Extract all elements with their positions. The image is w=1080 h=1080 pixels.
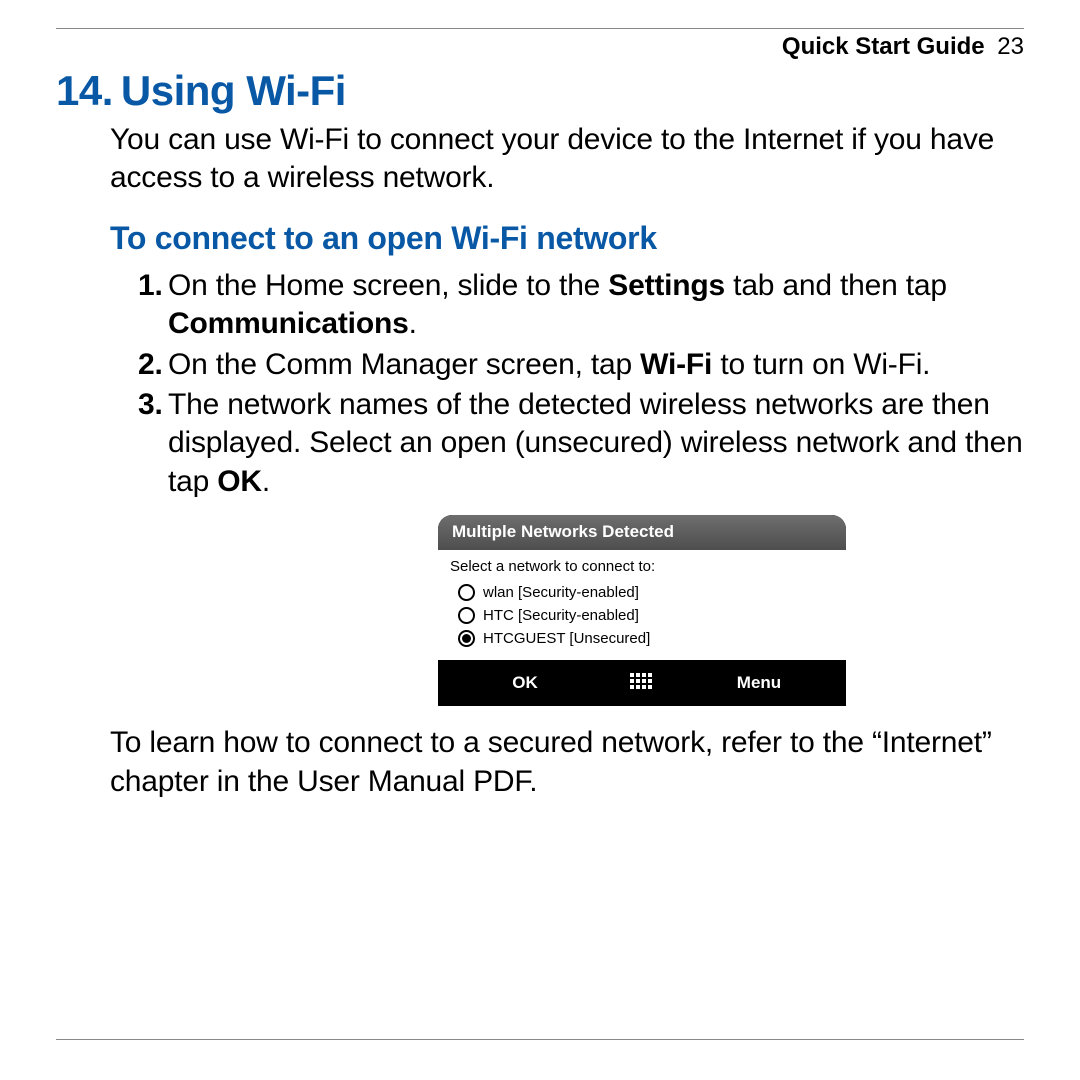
dialog-body: Select a network to connect to: wlan [Se… [438,550,846,660]
keyboard-icon [630,673,654,693]
section-heading: 14.Using Wi-Fi [56,67,1024,115]
dialog-prompt: Select a network to connect to: [450,558,834,575]
section-title: Using Wi-Fi [121,67,346,114]
radio-icon [458,607,475,624]
guide-title: Quick Start Guide [782,33,985,60]
step-text: On the Home screen, slide to the Setting… [168,269,947,340]
network-option[interactable]: HTCGUEST [Unsecured] [450,627,834,650]
step-1: 1. On the Home screen, slide to the Sett… [138,267,1024,344]
network-label: wlan [Security-enabled] [483,584,639,601]
steps-list: 1. On the Home screen, slide to the Sett… [56,267,1024,501]
step-marker: 2. [138,346,163,384]
step-2: 2. On the Comm Manager screen, tap Wi-Fi… [138,346,1024,384]
section-number: 14. [56,67,113,114]
network-label: HTC [Security-enabled] [483,607,639,624]
radio-icon [458,630,475,647]
page-number: 23 [997,33,1024,60]
step-text: The network names of the detected wirele… [168,388,1023,498]
step-marker: 3. [138,386,163,424]
subsection-heading: To connect to an open Wi-Fi network [56,220,1024,257]
network-option[interactable]: wlan [Security-enabled] [450,581,834,604]
keyboard-button[interactable] [612,673,672,693]
network-label: HTCGUEST [Unsecured] [483,630,650,647]
dialog-figure: Multiple Networks Detected Select a netw… [326,515,1024,706]
menu-button[interactable]: Menu [672,673,846,693]
step-text: On the Comm Manager screen, tap Wi-Fi to… [168,348,930,381]
dialog-footer: OK Menu [438,660,846,706]
intro-paragraph: You can use Wi-Fi to connect your device… [56,121,1024,198]
footer-rule [56,1039,1024,1040]
device-screenshot: Multiple Networks Detected Select a netw… [438,515,846,706]
outro-paragraph: To learn how to connect to a secured net… [56,724,1024,801]
radio-icon [458,584,475,601]
step-3: 3. The network names of the detected wir… [138,386,1024,501]
ok-button[interactable]: OK [438,673,612,693]
page-header: Quick Start Guide 23 [56,28,1024,61]
step-marker: 1. [138,267,163,305]
dialog-titlebar: Multiple Networks Detected [438,515,846,550]
network-option[interactable]: HTC [Security-enabled] [450,604,834,627]
